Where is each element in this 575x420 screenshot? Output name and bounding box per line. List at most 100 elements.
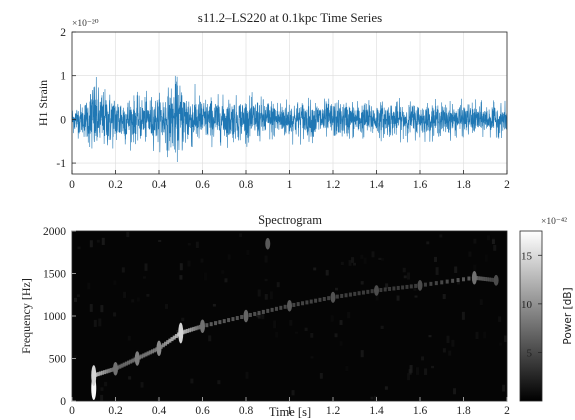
spectrogram-noise-cell xyxy=(409,365,413,373)
spectrogram-ridge-cell xyxy=(218,320,222,325)
spectrogram-ridge-cell xyxy=(429,281,433,286)
spectrogram-noise-cell xyxy=(264,255,268,263)
colorbar-tick-label: 10 xyxy=(521,299,533,311)
spectrogram-ridge-cell xyxy=(148,350,152,355)
spectrogram-noise-cell xyxy=(483,331,487,339)
spectrogram-noise-cell xyxy=(434,256,438,262)
spectrogram-ridge-cell xyxy=(340,293,344,298)
spectrogram-noise-cell xyxy=(473,264,477,272)
colorbar-tick-label: 15 xyxy=(521,250,533,262)
spectrogram-ridge-cell xyxy=(103,370,107,375)
spectrogram-noise-cell xyxy=(439,234,443,238)
spectrogram-x-tick-label: 0.8 xyxy=(239,405,254,417)
spectrogram-noise-cell xyxy=(493,244,497,251)
time-series-x-tick-label: 0.4 xyxy=(152,179,167,191)
spectrogram-noise-cell xyxy=(487,235,491,241)
time-series-y-exponent: ×10⁻²⁰ xyxy=(72,19,99,29)
spectrogram-ridge-cell xyxy=(348,292,352,297)
spectrogram-noise-cell xyxy=(468,251,472,257)
spectrogram-title: Spectrogram xyxy=(258,213,322,227)
spectrogram-noise-cell xyxy=(380,325,384,330)
spectrogram-noise-cell xyxy=(435,267,439,275)
spectrogram-noise-cell xyxy=(187,243,191,246)
spectrogram-noise-cell xyxy=(127,335,131,341)
spectrogram-x-tick-label: 0.4 xyxy=(152,405,167,417)
spectrogram-ridge-cell xyxy=(445,279,449,284)
spectrogram-feature xyxy=(330,291,336,303)
spectrogram-feature xyxy=(200,319,205,333)
spectrogram-ridge-cell xyxy=(196,325,200,330)
spectrogram-noise-cell xyxy=(484,254,488,262)
spectrogram-ridge-cell xyxy=(257,310,261,315)
spectrogram-noise-cell xyxy=(375,295,379,301)
spectrogram-ridge-cell xyxy=(405,284,409,289)
colorbar-label: Power [dB] xyxy=(562,287,574,344)
spectrogram-noise-cell xyxy=(136,349,140,353)
spectrogram-ridge-cell xyxy=(183,329,187,334)
spectrogram-noise-cell xyxy=(146,293,150,297)
spectrogram-noise-cell xyxy=(216,320,220,324)
spectrogram-ridge-cell xyxy=(361,290,365,295)
spectrogram-noise-cell xyxy=(381,257,385,261)
spectrogram-noise-cell xyxy=(179,263,183,271)
spectrogram-ridge-cell xyxy=(166,340,170,345)
spectrogram-noise-cell xyxy=(136,297,140,302)
time-series-x-tick-label: 1.6 xyxy=(413,179,428,191)
spectrogram-ridge-cell xyxy=(462,277,465,282)
spectrogram-ridge-cell xyxy=(388,286,392,291)
spectrogram-ridge-cell xyxy=(190,327,194,332)
spectrogram-noise-cell xyxy=(502,384,506,392)
spectrogram-ridge-cell xyxy=(96,372,100,377)
spectrogram-noise-cell xyxy=(334,287,338,291)
spectrogram-xlabel: Time [s] xyxy=(269,405,311,419)
spectrogram-noise-cell xyxy=(402,267,406,273)
spectrogram-ridge-cell xyxy=(383,287,387,292)
time-series-x-tick-label: 0.2 xyxy=(108,179,123,191)
time-series-x-tick-label: 0 xyxy=(69,179,75,191)
spectrogram-noise-cell xyxy=(200,258,204,263)
spectrogram-noise-cell xyxy=(385,283,389,289)
spectrogram-ridge-cell xyxy=(205,323,209,328)
spectrogram-noise-cell xyxy=(421,356,425,361)
spectrogram-noise-cell xyxy=(158,239,162,242)
spectrogram-noise-cell xyxy=(407,272,411,280)
spectrogram-ridge-cell xyxy=(366,289,370,294)
spectrogram-ridge-cell xyxy=(194,326,198,331)
colorbar-ticks: 5 10 15 xyxy=(521,250,542,359)
spectrogram-feature xyxy=(493,274,499,286)
spectrogram-noise-cell xyxy=(195,241,199,249)
spectrogram-noise-cell xyxy=(475,331,479,340)
spectrogram-ridge-cell xyxy=(214,321,218,326)
spectrogram-noise-cell xyxy=(448,350,452,356)
spectrogram-ridge-cell xyxy=(261,309,265,314)
spectrogram-noise-cell xyxy=(208,335,212,342)
spectrogram-noise-cell xyxy=(181,317,185,322)
time-series-x-tick-label: 1 xyxy=(287,179,293,191)
spectrogram-noise-cell xyxy=(310,356,314,359)
spectrogram-x-ticks: 0 0.2 0.4 0.6 0.8 1 1.2 1.4 1.6 1.8 2 xyxy=(69,397,510,417)
spectrogram-noise-cell xyxy=(498,316,502,322)
spectrogram-x-tick-label: 2 xyxy=(504,405,510,417)
spectrogram-ridge-cell xyxy=(161,343,165,348)
time-series-y-tick-label: 1 xyxy=(60,71,66,83)
spectrogram-ridge-cell xyxy=(370,289,374,294)
spectrogram-noise-cell xyxy=(89,240,93,248)
spectrogram-x-tick-label: 1.2 xyxy=(326,405,341,417)
spectrogram-ridge-cell xyxy=(172,335,176,340)
spectrogram-ridge-cell xyxy=(146,351,150,356)
spectrogram-noise-cell xyxy=(131,299,135,303)
spectrogram-ylabel: Frequency [Hz] xyxy=(19,278,33,354)
spectrogram-x-tick-label: 0 xyxy=(69,405,75,417)
spectrogram-noise-cell xyxy=(128,376,132,380)
spectrogram-ridge-cell xyxy=(440,280,444,285)
spectrogram-ridge-cell xyxy=(142,353,146,358)
spectrogram-ridge-cell xyxy=(231,317,235,322)
spectrogram-ridge-cell xyxy=(344,293,348,298)
spectrogram-ridge-cell xyxy=(240,315,244,320)
spectrogram-ridge-cell xyxy=(122,362,126,367)
spectrogram-ridge-cell xyxy=(118,364,122,369)
spectrogram-noise-cell xyxy=(334,333,338,338)
strain-signal xyxy=(72,75,507,163)
spectrogram-y-tick-label: 0 xyxy=(60,396,66,408)
spectrogram-ridge-cell xyxy=(98,371,102,376)
